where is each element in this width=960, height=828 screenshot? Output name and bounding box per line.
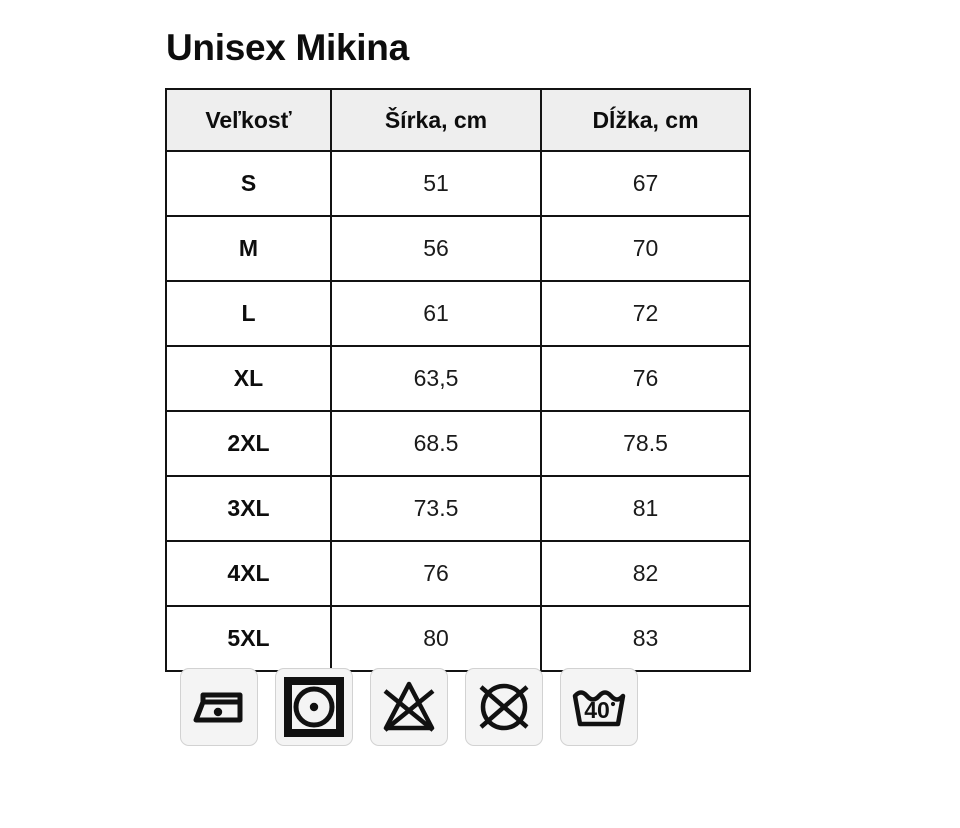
table-row: 3XL 73.5 81 xyxy=(165,475,751,542)
table-row: 4XL 76 82 xyxy=(165,540,751,607)
cell-length: 76 xyxy=(540,345,751,412)
cell-length: 67 xyxy=(540,150,751,217)
cell-length: 72 xyxy=(540,280,751,347)
size-table-body: S 51 67 M 56 70 L 61 72 XL 63,5 76 xyxy=(165,150,751,672)
wash-temperature-label: 40 xyxy=(584,697,610,723)
size-table-container: Veľkosť Šírka, cm Dĺžka, cm S 51 67 M 56… xyxy=(165,88,751,672)
care-symbols-row: 40 xyxy=(180,668,638,746)
cell-length: 78.5 xyxy=(540,410,751,477)
cell-length: 82 xyxy=(540,540,751,607)
table-row: L 61 72 xyxy=(165,280,751,347)
cell-size: 4XL xyxy=(165,540,332,607)
cell-size: 2XL xyxy=(165,410,332,477)
cell-width: 73.5 xyxy=(330,475,542,542)
cell-width: 51 xyxy=(330,150,542,217)
table-row: M 56 70 xyxy=(165,215,751,282)
cell-size: 3XL xyxy=(165,475,332,542)
cell-length: 83 xyxy=(540,605,751,672)
cell-width: 61 xyxy=(330,280,542,347)
cell-size: L xyxy=(165,280,332,347)
column-header-length: Dĺžka, cm xyxy=(540,88,751,152)
table-row: 5XL 80 83 xyxy=(165,605,751,672)
cell-width: 76 xyxy=(330,540,542,607)
cell-width: 68.5 xyxy=(330,410,542,477)
cell-width: 80 xyxy=(330,605,542,672)
iron-low-heat-icon xyxy=(180,668,258,746)
tumble-dry-icon xyxy=(275,668,353,746)
table-row: XL 63,5 76 xyxy=(165,345,751,412)
do-not-dry-clean-icon xyxy=(465,668,543,746)
do-not-bleach-icon xyxy=(370,668,448,746)
page-title: Unisex Mikina xyxy=(166,27,409,68)
cell-size: XL xyxy=(165,345,332,412)
wash-40-icon: 40 xyxy=(560,668,638,746)
cell-length: 81 xyxy=(540,475,751,542)
table-header-row: Veľkosť Šírka, cm Dĺžka, cm xyxy=(165,88,751,152)
cell-length: 70 xyxy=(540,215,751,282)
cell-size: S xyxy=(165,150,332,217)
cell-size: M xyxy=(165,215,332,282)
table-row: S 51 67 xyxy=(165,150,751,217)
cell-width: 63,5 xyxy=(330,345,542,412)
cell-size: 5XL xyxy=(165,605,332,672)
column-header-width: Šírka, cm xyxy=(330,88,542,152)
size-table-head: Veľkosť Šírka, cm Dĺžka, cm xyxy=(165,88,751,152)
size-table: Veľkosť Šírka, cm Dĺžka, cm S 51 67 M 56… xyxy=(165,88,751,672)
cell-width: 56 xyxy=(330,215,542,282)
column-header-size: Veľkosť xyxy=(165,88,332,152)
table-row: 2XL 68.5 78.5 xyxy=(165,410,751,477)
